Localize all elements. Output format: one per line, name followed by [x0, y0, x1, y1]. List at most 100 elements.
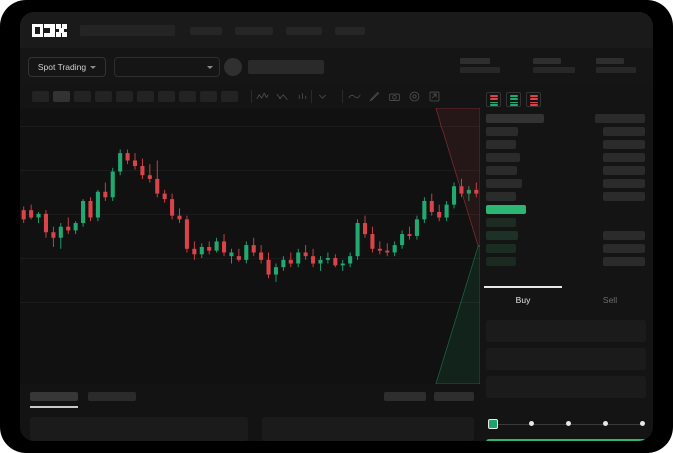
ob-mode-asks[interactable]	[526, 92, 541, 107]
chart-gridline	[20, 302, 480, 303]
fullscreen-icon[interactable]	[428, 90, 441, 103]
toolbar-divider	[311, 90, 312, 103]
timeframe-button-5[interactable]	[116, 91, 133, 102]
pencil-icon[interactable]	[368, 90, 381, 103]
orderbook-bid-row-2[interactable]	[480, 231, 653, 243]
ob-mode-bar	[510, 98, 518, 100]
orderbook-ask-row-2[interactable]	[480, 140, 653, 152]
amount-slider[interactable]	[488, 419, 646, 429]
timeframe-button-3[interactable]	[74, 91, 91, 102]
compare-icon[interactable]	[276, 90, 289, 103]
nav-item-1[interactable]	[190, 27, 222, 35]
okx-logo[interactable]	[32, 24, 70, 37]
nav-item-4[interactable]	[335, 27, 365, 35]
timeframe-button-2[interactable]	[53, 91, 70, 102]
toolbar-divider	[342, 90, 343, 103]
top-navigation-bar	[20, 12, 653, 48]
trading-mode-selector[interactable]: Spot Trading	[28, 57, 106, 77]
order-amount-field[interactable]	[486, 348, 646, 370]
orderbook-bid-row-2-left	[486, 231, 518, 240]
orderbook-ask-row-4-left	[486, 166, 517, 175]
orderbook-bid-row-3-left	[486, 244, 516, 253]
orderbook-bid-row-3-right	[603, 244, 645, 253]
chevron-down-icon	[90, 65, 97, 69]
line-chart-icon[interactable]	[348, 90, 361, 103]
slider-step-75[interactable]	[603, 421, 608, 426]
orderbook-rows	[480, 114, 653, 284]
tab-sell[interactable]: Sell	[602, 295, 618, 305]
alert-icon[interactable]	[296, 90, 309, 103]
ob-mode-bar	[490, 95, 498, 97]
chart-gridline	[20, 258, 480, 259]
orderbook-ask-row-1-left	[486, 127, 518, 136]
tab-buy[interactable]: Buy	[515, 295, 531, 305]
more-chevron-icon[interactable]	[316, 90, 329, 103]
action-hide-other-pairs[interactable]	[384, 392, 426, 401]
tab-open-orders[interactable]	[30, 392, 78, 401]
orderbook-bid-row-1[interactable]	[480, 218, 653, 230]
stat-24h-high-label	[533, 58, 561, 64]
ob-mode-bar	[490, 98, 498, 100]
place-order-button[interactable]	[486, 439, 646, 441]
stat-24h-high	[533, 58, 575, 73]
orderbook-ask-row-5-left	[486, 179, 522, 188]
orderbook-ask-row-5-right	[603, 179, 645, 188]
slider-step-25[interactable]	[529, 421, 534, 426]
orderbook-ask-row-2-left	[486, 140, 516, 149]
settings-icon[interactable]	[408, 90, 421, 103]
price-chart-area[interactable]	[20, 108, 480, 384]
orderbook-ask-row-5[interactable]	[480, 179, 653, 191]
active-tab-indicator	[30, 406, 78, 408]
nav-item-2[interactable]	[235, 27, 273, 35]
timeframe-button-7[interactable]	[158, 91, 175, 102]
timeframe-button-9[interactable]	[200, 91, 217, 102]
orderbook-header-left	[486, 114, 544, 123]
orderbook-ask-row-4[interactable]	[480, 166, 653, 178]
orderbook-bid-row-4-left	[486, 257, 516, 266]
logo-letter-x	[56, 24, 67, 37]
active-buysell-indicator	[484, 286, 562, 288]
stat-24h-change	[460, 58, 500, 73]
orderbook-bid-row-4[interactable]	[480, 257, 653, 269]
tab-order-history[interactable]	[88, 392, 136, 401]
order-total-field[interactable]	[486, 376, 646, 398]
ob-mode-bids[interactable]	[506, 92, 521, 107]
orderbook-last-price-row-left	[486, 205, 526, 214]
ob-mode-bar	[530, 98, 538, 100]
ob-mode-bar	[490, 101, 498, 104]
orderbook-last-price-row[interactable]	[480, 205, 653, 217]
timeframe-button-6[interactable]	[137, 91, 154, 102]
timeframe-button-1[interactable]	[32, 91, 49, 102]
timeframe-button-4[interactable]	[95, 91, 112, 102]
pair-selector-dropdown[interactable]	[114, 57, 220, 77]
search-input[interactable]	[80, 25, 175, 36]
ob-mode-bar	[530, 95, 538, 97]
orderbook-ask-row-3[interactable]	[480, 153, 653, 165]
pair-name-label	[248, 60, 324, 74]
orderbook-bid-row-3[interactable]	[480, 244, 653, 256]
orderbook-ask-row-6[interactable]	[480, 192, 653, 204]
slider-step-100[interactable]	[640, 421, 645, 426]
camera-icon[interactable]	[388, 90, 401, 103]
orderbook-ask-row-1[interactable]	[480, 127, 653, 139]
timeframe-button-10[interactable]	[221, 91, 238, 102]
ob-mode-bar	[510, 95, 518, 97]
order-price-field[interactable]	[486, 320, 646, 342]
chevron-down-icon	[207, 65, 213, 69]
slider-step-50[interactable]	[566, 421, 571, 426]
slider-handle[interactable]	[488, 419, 498, 429]
coin-avatar	[224, 58, 242, 76]
buy-sell-tabs: Buy Sell	[480, 286, 653, 314]
orderbook-display-modes	[486, 92, 541, 107]
nav-item-3[interactable]	[286, 27, 322, 35]
ob-mode-bar	[510, 104, 518, 106]
indicator-icon[interactable]	[256, 90, 269, 103]
logo-letter-k	[44, 24, 55, 37]
ob-mode-both[interactable]	[486, 92, 501, 107]
orderbook-bid-row-1-left	[486, 218, 516, 227]
orderbook-ask-row-6-left	[486, 192, 516, 201]
orderbook-header[interactable]	[480, 114, 653, 126]
timeframe-button-8[interactable]	[179, 91, 196, 102]
action-cancel-all[interactable]	[434, 392, 474, 401]
